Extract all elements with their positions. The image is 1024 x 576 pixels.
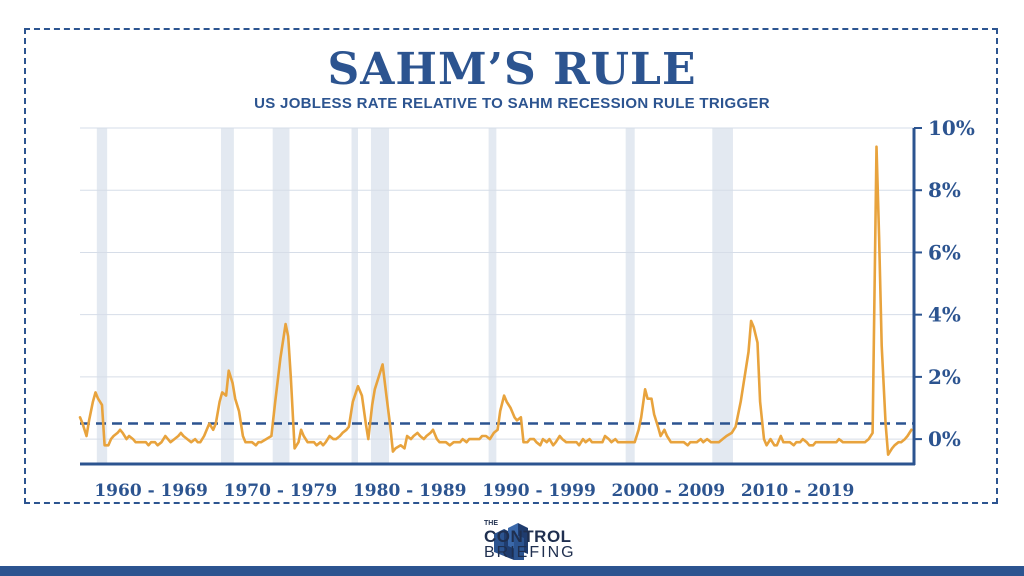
- recession-bands: [96, 128, 733, 464]
- y-tick-label-5: 10%: [928, 116, 975, 140]
- page-subtitle: US JOBLESS RATE RELATIVE TO SAHM RECESSI…: [254, 95, 770, 112]
- logo-the: THE: [484, 520, 498, 527]
- axes: [80, 128, 916, 466]
- x-category-label-0: 1960 - 1969: [94, 481, 208, 501]
- logo-word-briefing: BRIEFING: [484, 544, 576, 561]
- y-tick-label-2: 4%: [928, 303, 961, 327]
- x-category-label-3: 1990 - 1999: [482, 481, 596, 501]
- grid-lines: [80, 127, 914, 440]
- y-tick-label-0: 0%: [928, 427, 961, 451]
- x-category-label-1: 1970 - 1979: [224, 481, 338, 501]
- page-title: SAHM’S RULE: [327, 44, 697, 95]
- control-briefing-logo-icon: [494, 523, 528, 560]
- recession-band-6: [488, 128, 497, 464]
- chart-frame: [24, 28, 998, 504]
- x-category-label-2: 1980 - 1989: [353, 481, 467, 501]
- logo-word-control: CONTROL: [484, 527, 572, 546]
- logo-wordmark: THE CONTROL BRIEFING: [484, 520, 576, 561]
- recession-band-1: [96, 128, 108, 464]
- y-tick-label-4: 8%: [928, 178, 961, 202]
- recession-band-2: [220, 128, 234, 464]
- y-tick-label-3: 6%: [928, 240, 961, 264]
- recession-band-8: [712, 128, 733, 464]
- series-group: [78, 145, 913, 457]
- x-category-labels: 1960 - 1969 1970 - 1979 1980 - 1989 1990 - …: [94, 481, 854, 501]
- y-tick-label-1: 2%: [928, 365, 961, 389]
- recession-band-4: [351, 128, 358, 464]
- x-category-label-5: 2010 - 2019: [741, 481, 855, 501]
- series-line-0: [78, 145, 913, 457]
- bottom-bar: [0, 566, 1024, 576]
- recession-band-7: [625, 128, 635, 464]
- recession-band-5: [370, 128, 390, 464]
- y-tick-labels: 0% 2% 4% 6% 8% 10%: [914, 116, 975, 451]
- x-category-label-4: 2000 - 2009: [612, 481, 726, 501]
